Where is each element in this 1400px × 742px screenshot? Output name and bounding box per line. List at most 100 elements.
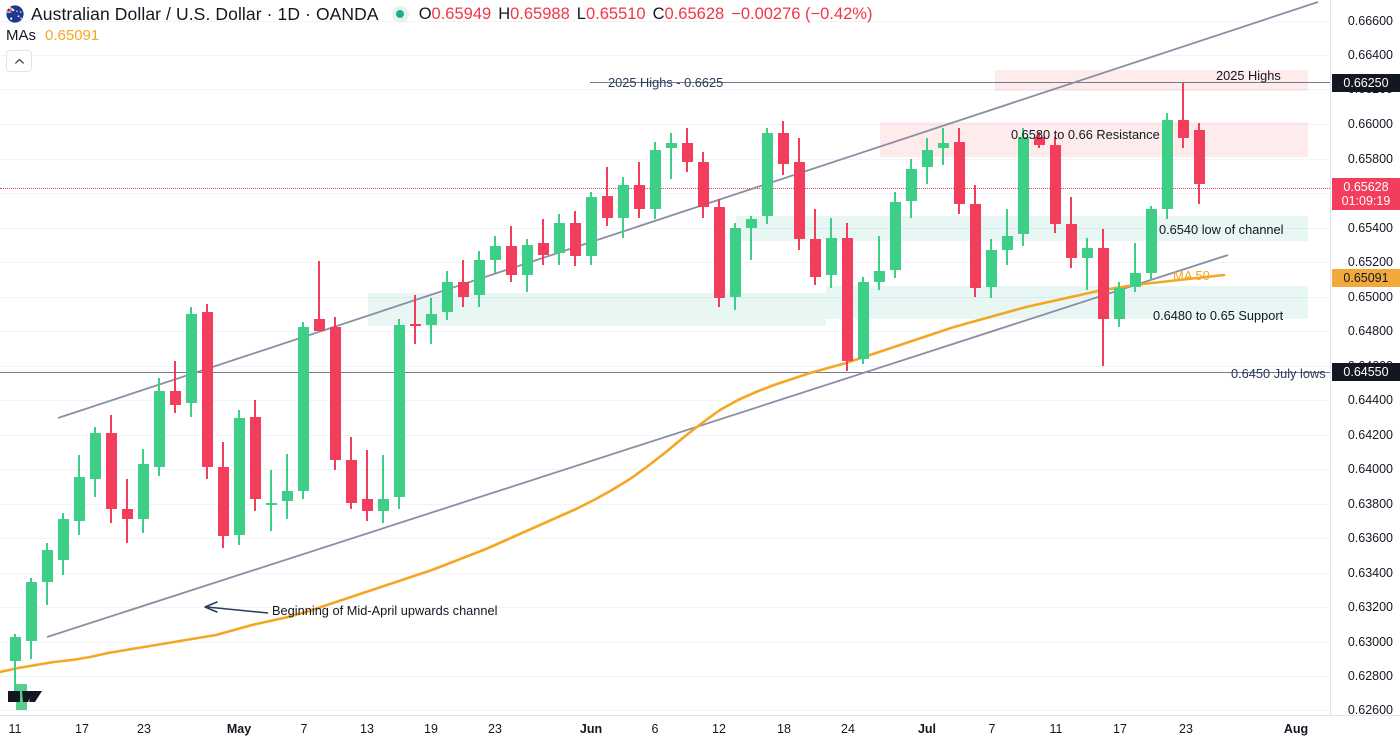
price-axis-tick: 0.64400 xyxy=(1347,393,1393,407)
gridline xyxy=(0,262,1330,263)
candle-body xyxy=(505,246,517,275)
candle-body xyxy=(297,327,309,491)
annotation-low-of-channel-label: 0.6540 low of channel xyxy=(1159,222,1284,237)
candle-body xyxy=(265,502,277,505)
close-value: 0.65628 xyxy=(664,4,725,23)
candle-body xyxy=(617,185,629,218)
zone-resistance xyxy=(880,122,1308,157)
gridline xyxy=(0,21,1330,22)
candle-body xyxy=(393,325,405,498)
candle-body xyxy=(633,185,645,210)
open-label: O xyxy=(418,4,432,23)
chart-plot-area[interactable]: 2025 Highs - 0.6625 2025 Highs 0.6580 to 0… xyxy=(0,0,1330,715)
annotation-support-label: 0.6480 to 0.65 Support xyxy=(1153,308,1284,323)
gridline xyxy=(0,366,1330,367)
time-axis-tick: 6 xyxy=(651,722,659,736)
time-axis-tick: Jun xyxy=(579,722,603,736)
candle-body xyxy=(9,637,21,662)
candle-body xyxy=(665,143,677,149)
time-axis-tick: 13 xyxy=(360,722,374,736)
high-marker-badge: 0.66250 xyxy=(1332,74,1400,92)
candle-body xyxy=(1017,136,1029,235)
time-axis-tick: 7 xyxy=(988,722,996,736)
price-axis[interactable]: 0.666000.664000.662000.660000.658000.656… xyxy=(1330,0,1400,717)
price-axis-tick: 0.63600 xyxy=(1347,531,1393,545)
annotation-channel-start-label: Beginning of Mid-April upwards channel xyxy=(272,603,498,618)
candle-body xyxy=(105,433,117,510)
candle-wick xyxy=(318,261,320,329)
time-axis-tick: Aug xyxy=(1283,722,1309,736)
legend-indicator-row[interactable]: MAs 0.65091 xyxy=(6,27,99,44)
gridline xyxy=(0,607,1330,608)
candle-body xyxy=(553,222,565,253)
gridline xyxy=(0,331,1330,332)
candle-body xyxy=(153,391,165,468)
candle-body xyxy=(921,150,933,167)
close-label: C xyxy=(652,4,665,23)
price-axis-tick: 0.63800 xyxy=(1347,497,1393,511)
price-axis-tick: 0.65000 xyxy=(1347,290,1393,304)
price-axis-tick: 0.64000 xyxy=(1347,462,1393,476)
ma-indicator-value: 0.65091 xyxy=(45,27,100,44)
ma50-series-label: MA 50 xyxy=(1173,268,1210,283)
time-axis-tick: May xyxy=(226,722,252,736)
ma50-price-badge: 0.65091 xyxy=(1332,269,1400,287)
badge-price-value: 0.65628 xyxy=(1343,180,1389,194)
gridline xyxy=(0,642,1330,643)
price-axis-tick: 0.66400 xyxy=(1347,48,1393,62)
badge-countdown: 01:09:19 xyxy=(1341,194,1391,208)
price-axis-tick: 0.65200 xyxy=(1347,255,1393,269)
badge-price-value: 0.65091 xyxy=(1343,271,1389,285)
ma-indicator-label[interactable]: MAs xyxy=(6,27,36,44)
price-axis-tick: 0.63200 xyxy=(1347,600,1393,614)
change-value: −0.00276 (−0.42%) xyxy=(731,4,873,23)
channel-start-arrow xyxy=(204,601,269,614)
candle-wick xyxy=(1134,242,1136,292)
candle-body xyxy=(313,318,325,331)
gridline xyxy=(0,89,1330,90)
candle-body xyxy=(697,161,709,208)
candle-body xyxy=(249,416,261,500)
time-axis[interactable]: 11 17 23 May 7 13 19 23 Jun 6 12 18 24 Jul 7 11 17 23 Aug xyxy=(0,715,1400,742)
candle-body xyxy=(649,150,661,210)
candle-body xyxy=(89,433,101,479)
time-axis-tick: 7 xyxy=(300,722,308,736)
price-axis-tick: 0.65400 xyxy=(1347,221,1393,235)
candle-body xyxy=(713,207,725,299)
tradingview-logo xyxy=(8,684,42,710)
candle-wick xyxy=(750,215,752,260)
channel-upper-line xyxy=(57,1,1319,419)
symbol-title[interactable]: Australian Dollar / U.S. Dollar · 1D · O… xyxy=(31,3,379,24)
time-axis-tick: 11 xyxy=(1049,722,1063,736)
market-status-dot xyxy=(391,5,409,23)
candle-body xyxy=(457,281,469,297)
gridline xyxy=(0,400,1330,401)
badge-price-value: 0.66250 xyxy=(1343,76,1389,90)
candle-body xyxy=(761,133,773,216)
candle-body xyxy=(889,202,901,270)
legend-primary-row: Australian Dollar / U.S. Dollar · 1D · O… xyxy=(6,3,872,25)
last-price-badge: 0.65628 01:09:19 xyxy=(1332,178,1400,210)
gridline xyxy=(0,504,1330,505)
candle-body xyxy=(1129,273,1141,287)
candle-body xyxy=(137,463,149,520)
candle-body xyxy=(409,323,421,326)
candle-wick xyxy=(382,455,384,523)
candle-wick xyxy=(670,133,672,179)
level-line-2025-highs xyxy=(590,82,1330,83)
candle-wick xyxy=(1182,82,1184,149)
candle-body xyxy=(793,161,805,240)
annotation-2025-highs-line-label: 2025 Highs - 0.6625 xyxy=(608,75,724,90)
chevron-up-icon xyxy=(14,58,24,64)
candle-body xyxy=(489,246,501,260)
legend-collapse-button[interactable] xyxy=(6,50,32,72)
july-lows-badge: 0.64550 xyxy=(1332,363,1400,381)
annotation-2025-highs-zone-label: 2025 Highs xyxy=(1216,68,1281,83)
candle-wick xyxy=(878,236,880,291)
candle-body xyxy=(185,313,197,404)
australia-usa-flag-icon xyxy=(6,5,24,23)
candle-body xyxy=(953,141,965,205)
candle-wick xyxy=(286,453,288,520)
price-axis-tick: 0.65800 xyxy=(1347,152,1393,166)
